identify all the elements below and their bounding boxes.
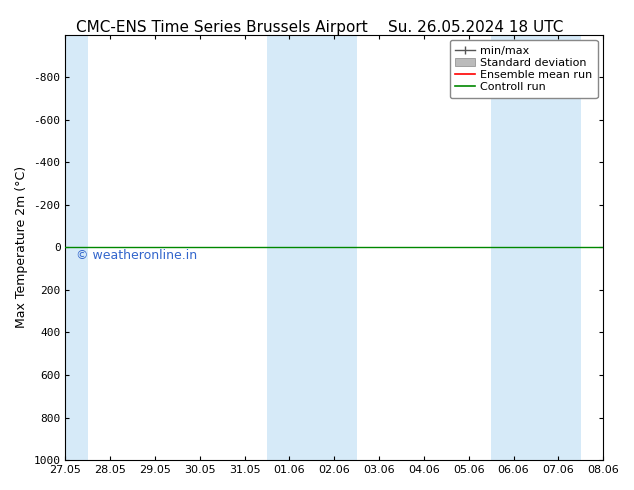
Legend: min/max, Standard deviation, Ensemble mean run, Controll run: min/max, Standard deviation, Ensemble me… [450, 40, 598, 98]
Y-axis label: Max Temperature 2m (°C): Max Temperature 2m (°C) [15, 166, 28, 328]
Bar [312, 35, 357, 460]
Bar [43, 35, 88, 460]
Text: Su. 26.05.2024 18 UTC: Su. 26.05.2024 18 UTC [388, 20, 563, 35]
Bar [491, 35, 536, 460]
Text: © weatheronline.in: © weatheronline.in [76, 249, 197, 263]
Bar [536, 35, 581, 460]
Bar [267, 35, 312, 460]
Text: CMC-ENS Time Series Brussels Airport: CMC-ENS Time Series Brussels Airport [76, 20, 368, 35]
